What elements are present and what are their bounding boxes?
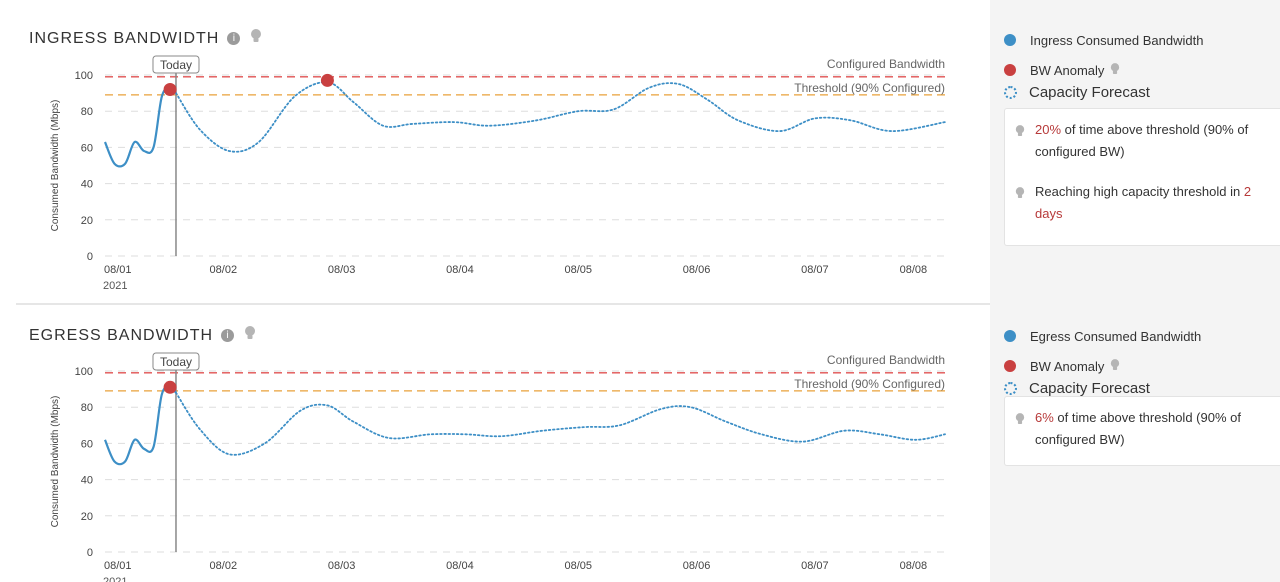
insight-capacity-threshold: Reaching high capacity threshold in 2 da… [1015, 181, 1268, 225]
anomaly-point [320, 73, 334, 87]
forecast-ring-icon [1004, 85, 1017, 99]
x-tick-label: 08/06 [683, 560, 711, 572]
x-tick-label: 08/02 [210, 560, 238, 572]
legend-item-anomaly[interactable]: BW Anomaly [1004, 59, 1203, 81]
ingress-legend: Ingress Consumed Bandwidth BW Anomaly Ca… [1004, 29, 1203, 103]
y-tick-label: 100 [75, 366, 93, 378]
x-tick-label: 08/05 [564, 560, 592, 572]
threshold-label: Threshold (90% Configured) [794, 81, 945, 95]
y-tick-label: 40 [81, 179, 93, 191]
x-tick-label: 08/04 [446, 264, 474, 276]
insight-days: 2 days [1035, 184, 1252, 221]
x-tick-label: 08/06 [683, 264, 711, 276]
today-marker-box [152, 55, 200, 74]
lightbulb-icon [1015, 185, 1025, 207]
ingress-title-row: INGRESS BANDWIDTH i [29, 28, 262, 49]
insight-percent: 6% [1035, 410, 1054, 425]
ingress-bandwidth-panel: INGRESS BANDWIDTH i 0 20 40 60 80 100 Consumed… [0, 0, 990, 303]
legend-item-consumed[interactable]: Ingress Consumed Bandwidth [1004, 29, 1203, 51]
legend-anomaly-label: BW Anomaly [1030, 62, 1105, 78]
configured-bandwidth-label: Configured Bandwidth [827, 57, 945, 71]
legend-anomaly-label: BW Anomaly [1030, 358, 1105, 374]
year-label: 2021 [103, 280, 127, 292]
ingress-bandwidth-chart: 0 20 40 60 80 100 Consumed Bandwidth (Mbps) 08/… [50, 55, 946, 292]
y-tick-label: 40 [81, 475, 93, 487]
insight-time-above-threshold: 20% of time above threshold (90% of conf… [1015, 119, 1268, 163]
anomaly-dot-icon [1004, 64, 1016, 76]
y-tick-label: 0 [87, 547, 93, 559]
insight-percent: 20% [1035, 122, 1062, 137]
y-tick-label: 60 [81, 438, 93, 450]
forecast-ring-icon [1004, 381, 1017, 395]
year-label: 2021 [103, 576, 127, 582]
x-tick-label: 08/07 [801, 264, 829, 276]
x-tick-label: 08/03 [328, 264, 356, 276]
legend-item-forecast[interactable]: Capacity Forecast [1004, 377, 1201, 399]
y-tick-label: 0 [87, 251, 93, 263]
x-tick-label: 08/05 [564, 264, 592, 276]
legend-forecast-label: Capacity Forecast [1029, 379, 1150, 397]
egress-bandwidth-panel: EGRESS BANDWIDTH i 0 20 40 60 80 100 Consumed … [0, 305, 990, 582]
egress-bandwidth-chart: 0 20 40 60 80 100 Consumed Bandwidth (Mbps) 08/… [50, 352, 946, 582]
egress-legend: Egress Consumed Bandwidth BW Anomaly Cap… [1004, 325, 1201, 399]
ingress-insights-card: 20% of time above threshold (90% of conf… [1004, 108, 1280, 246]
legend-consumed-label: Egress Consumed Bandwidth [1030, 328, 1202, 344]
consumed-dot-icon [1004, 330, 1016, 342]
insight-text: of time above threshold (90% of configur… [1035, 410, 1241, 447]
egress-insights-card: 6% of time above threshold (90% of confi… [1004, 396, 1280, 466]
info-icon[interactable]: i [221, 329, 235, 342]
lightbulb-icon[interactable] [250, 28, 262, 49]
legend-consumed-label: Ingress Consumed Bandwidth [1030, 32, 1204, 48]
consumed-bandwidth-line [103, 86, 177, 168]
y-tick-label: 100 [75, 70, 93, 82]
legend-forecast-label: Capacity Forecast [1029, 83, 1150, 101]
configured-bandwidth-label: Configured Bandwidth [827, 353, 945, 367]
y-tick-label: 20 [81, 215, 93, 227]
y-tick-label: 80 [81, 402, 93, 414]
legend-item-anomaly[interactable]: BW Anomaly [1004, 355, 1201, 377]
today-label: Today [160, 58, 192, 72]
consumed-dot-icon [1004, 34, 1016, 46]
capacity-forecast-line [175, 81, 946, 153]
x-tick-label: 08/02 [210, 264, 238, 276]
y-tick-label: 80 [81, 106, 93, 118]
y-axis-label: Consumed Bandwidth (Mbps) [50, 100, 61, 232]
anomaly-dot-icon [1004, 360, 1016, 372]
threshold-label: Threshold (90% Configured) [794, 377, 945, 391]
ingress-title: INGRESS BANDWIDTH [29, 29, 220, 47]
y-tick-label: 60 [81, 142, 93, 154]
y-axis-label: Consumed Bandwidth (Mbps) [50, 396, 61, 528]
legend-item-forecast[interactable]: Capacity Forecast [1004, 81, 1203, 103]
x-tick-label: 08/07 [801, 560, 829, 572]
info-icon[interactable]: i [227, 32, 241, 45]
insight-time-above-threshold: 6% of time above threshold (90% of confi… [1015, 407, 1268, 451]
x-tick-label: 08/04 [446, 560, 474, 572]
anomaly-point [163, 82, 177, 96]
section-divider [16, 303, 990, 305]
lightbulb-icon[interactable] [1110, 62, 1120, 79]
consumed-bandwidth-line [103, 386, 177, 466]
egress-title: EGRESS BANDWIDTH [29, 326, 214, 344]
insights-sidebar: Ingress Consumed Bandwidth BW Anomaly Ca… [990, 0, 1280, 582]
capacity-forecast-line [175, 391, 946, 456]
x-tick-label: 08/08 [900, 264, 928, 276]
x-tick-label: 08/03 [328, 560, 356, 572]
x-tick-label: 08/01 [104, 560, 132, 572]
today-label: Today [160, 355, 192, 369]
insight-text: of time above threshold (90% of configur… [1035, 122, 1249, 159]
insight-text: Reaching high capacity threshold in [1035, 184, 1244, 199]
egress-title-row: EGRESS BANDWIDTH i [29, 325, 256, 346]
lightbulb-icon[interactable] [1110, 358, 1120, 375]
anomaly-point [163, 380, 177, 394]
lightbulb-icon[interactable] [244, 325, 256, 346]
lightbulb-icon [1015, 411, 1025, 433]
x-tick-label: 08/01 [104, 264, 132, 276]
today-marker-box [152, 352, 200, 371]
legend-item-consumed[interactable]: Egress Consumed Bandwidth [1004, 325, 1201, 347]
lightbulb-icon [1015, 123, 1025, 145]
x-tick-label: 08/08 [900, 560, 928, 572]
y-tick-label: 20 [81, 511, 93, 523]
